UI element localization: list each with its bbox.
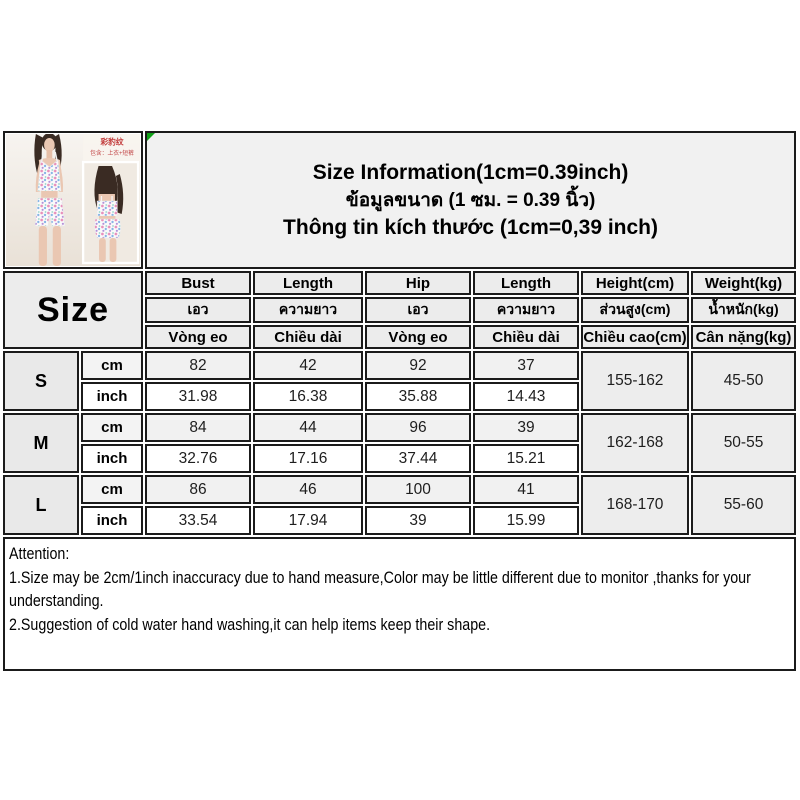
value-l-length1-cm: 46 bbox=[253, 475, 363, 504]
header-length2-vi: Chiều dài bbox=[473, 325, 579, 349]
header-height-en: Height(cm) bbox=[581, 271, 689, 295]
header-weight-vi: Cân nặng(kg) bbox=[691, 325, 797, 349]
unit-label-cm: cm bbox=[81, 413, 143, 442]
value-l-length2-inch: 15.99 bbox=[473, 506, 579, 535]
value-l-bust-cm: 86 bbox=[145, 475, 251, 504]
value-s-hip-cm: 92 bbox=[365, 351, 471, 380]
attention-note-1: 1.Size may be 2cm/1inch inaccuracy due t… bbox=[9, 567, 751, 587]
header-bust-vi: Vòng eo bbox=[145, 325, 251, 349]
title-cell: Size Information(1cm=0.39inch) ข้อมูลขนา… bbox=[145, 131, 797, 269]
value-l-weight-range: 55-60 bbox=[691, 475, 797, 535]
unit-label-cm: cm bbox=[81, 351, 143, 380]
photo-front-view bbox=[34, 134, 66, 266]
header-length2-en: Length bbox=[473, 271, 579, 295]
header-height-th: ส่วนสูง(cm) bbox=[581, 297, 689, 323]
value-s-hip-inch: 35.88 bbox=[365, 382, 471, 411]
value-m-length2-cm: 39 bbox=[473, 413, 579, 442]
value-s-bust-cm: 82 bbox=[145, 351, 251, 380]
product-photo-illustration: 彩豹纹 包含：上衣+短裤 bbox=[6, 134, 140, 266]
value-m-length1-inch: 17.16 bbox=[253, 444, 363, 473]
table-row-s-cm: S cm 82 42 92 37 155-162 45-50 bbox=[3, 351, 797, 411]
size-chart-sheet: 彩豹纹 包含：上衣+短裤 Size Information(1cm=0.39in… bbox=[1, 129, 799, 673]
value-l-height-range: 168-170 bbox=[581, 475, 689, 535]
size-label-l: L bbox=[3, 475, 79, 535]
table-row-l-inch: inch 33.54 17.94 39 15.99 bbox=[3, 506, 796, 535]
header-length2-th: ความยาว bbox=[473, 297, 579, 323]
value-m-bust-cm: 84 bbox=[145, 413, 251, 442]
value-l-length2-cm: 41 bbox=[473, 475, 579, 504]
header-hip-en: Hip bbox=[365, 271, 471, 295]
value-m-hip-inch: 37.44 bbox=[365, 444, 471, 473]
title-line-thai: ข้อมูลขนาด (1 ซม. = 0.39 นิ้ว) bbox=[345, 189, 596, 211]
table-row-m-cm: M cm 84 44 96 39 162-168 50-55 bbox=[3, 413, 797, 473]
unit-label-inch: inch bbox=[81, 506, 143, 535]
value-l-bust-inch: 33.54 bbox=[145, 506, 251, 535]
photo-label-line1: 彩豹纹 bbox=[100, 136, 124, 146]
size-label-m: M bbox=[3, 413, 79, 473]
size-label-s: S bbox=[3, 351, 79, 411]
header-length1-en: Length bbox=[253, 271, 363, 295]
cell-flag-triangle-icon bbox=[147, 133, 155, 141]
header-weight-en: Weight(kg) bbox=[691, 271, 797, 295]
value-m-length2-inch: 15.21 bbox=[473, 444, 579, 473]
value-m-length1-cm: 44 bbox=[253, 413, 363, 442]
header-height-vi: Chiều cao(cm) bbox=[581, 325, 689, 349]
title-block: Size Information(1cm=0.39inch) ข้อมูลขนา… bbox=[147, 159, 794, 242]
value-m-bust-inch: 32.76 bbox=[145, 444, 251, 473]
attention-heading: Attention: bbox=[9, 544, 70, 563]
value-s-bust-inch: 31.98 bbox=[145, 382, 251, 411]
value-m-height-range: 162-168 bbox=[581, 413, 689, 473]
photo-label-line2: 包含：上衣+短裤 bbox=[90, 149, 134, 157]
title-line-english: Size Information(1cm=0.39inch) bbox=[312, 160, 629, 184]
title-line-vietnamese: Thông tin kích thước (1cm=0,39 inch) bbox=[283, 215, 658, 239]
header-length1-vi: Chiều dài bbox=[253, 325, 363, 349]
value-s-weight-range: 45-50 bbox=[691, 351, 797, 411]
value-l-length1-inch: 17.94 bbox=[253, 506, 363, 535]
size-table: 彩豹纹 包含：上衣+短裤 Size Information(1cm=0.39in… bbox=[1, 129, 799, 673]
photo-back-view bbox=[81, 160, 140, 265]
unit-label-inch: inch bbox=[81, 382, 143, 411]
header-weight-th: น้ำหนัก(kg) bbox=[691, 297, 797, 323]
value-l-hip-cm: 100 bbox=[365, 475, 471, 504]
unit-label-inch: inch bbox=[81, 444, 143, 473]
header-length1-th: ความยาว bbox=[253, 297, 363, 323]
value-m-hip-cm: 96 bbox=[365, 413, 471, 442]
header-bust-en: Bust bbox=[145, 271, 251, 295]
attention-note-2: 2.Suggestion of cold water hand washing,… bbox=[9, 614, 491, 634]
value-s-length1-inch: 16.38 bbox=[253, 382, 363, 411]
unit-label-cm: cm bbox=[81, 475, 143, 504]
value-m-weight-range: 50-55 bbox=[691, 413, 797, 473]
size-header-cell: Size bbox=[3, 271, 143, 349]
header-hip-th: เอว bbox=[365, 297, 471, 323]
value-s-length2-inch: 14.43 bbox=[473, 382, 579, 411]
attention-note-1-cont: understanding. bbox=[9, 591, 104, 610]
product-photo: 彩豹纹 包含：上衣+短裤 bbox=[3, 131, 143, 269]
header-hip-vi: Vòng eo bbox=[365, 325, 471, 349]
header-bust-th: เอว bbox=[145, 297, 251, 323]
value-s-length1-cm: 42 bbox=[253, 351, 363, 380]
table-row-m-inch: inch 32.76 17.16 37.44 15.21 bbox=[3, 444, 796, 473]
value-s-length2-cm: 37 bbox=[473, 351, 579, 380]
value-l-hip-inch: 39 bbox=[365, 506, 471, 535]
value-s-height-range: 155-162 bbox=[581, 351, 689, 411]
table-row-l-cm: L cm 86 46 100 41 168-170 55-60 bbox=[3, 475, 797, 535]
table-row-s-inch: inch 31.98 16.38 35.88 14.43 bbox=[3, 382, 796, 411]
photo-product-label: 彩豹纹 包含：上衣+短裤 bbox=[83, 134, 140, 161]
attention-notes: Attention: 1.Size may be 2cm/1inch inacc… bbox=[3, 537, 797, 671]
